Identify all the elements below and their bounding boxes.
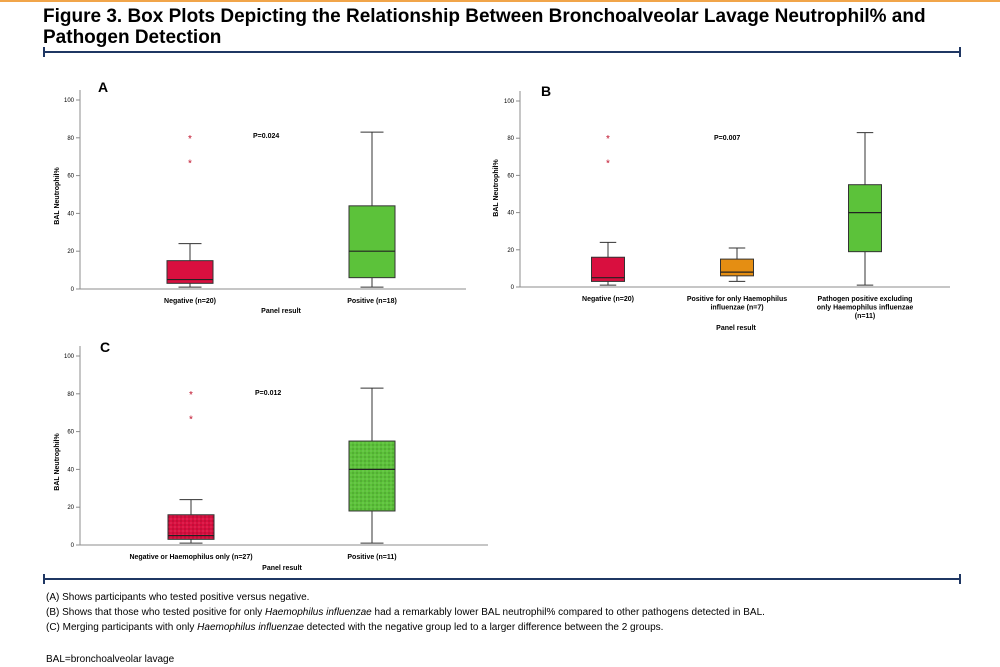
box-group: ** <box>166 134 214 288</box>
y-tick-label: 0 <box>511 285 515 291</box>
x-axis-label: Panel result <box>261 308 301 315</box>
y-axis-label: BAL Neutrophil% <box>54 433 61 491</box>
x-axis-label: Panel result <box>716 325 756 332</box>
y-tick-label: 100 <box>64 354 75 360</box>
y-tick-label: 40 <box>67 211 74 217</box>
figure-caption: (A) Shows participants who tested positi… <box>46 590 966 667</box>
outlier-marker: * <box>189 390 193 401</box>
y-tick-label: 60 <box>67 174 74 180</box>
category-label-line: Positive (n=11) <box>347 554 396 561</box>
p-value-annotation: P=0.024 <box>253 133 279 140</box>
y-tick-label: 60 <box>507 173 514 179</box>
y-tick-label: 80 <box>67 136 74 142</box>
box-group: ** <box>167 390 215 544</box>
category-label-line: Negative (n=20) <box>582 296 634 303</box>
category-label: Positive for only Haemophilus influenzae … <box>687 296 787 312</box>
category-label-line: Negative or Haemophilus only (n=27) <box>129 554 252 561</box>
y-tick-label: 40 <box>507 211 514 217</box>
divider-tick-right <box>959 47 961 57</box>
outlier-marker: * <box>189 414 193 425</box>
y-axis-label: BAL Neutrophil% <box>54 167 61 225</box>
category-label-line: influenzae (n=7) <box>710 305 763 312</box>
box-iqr <box>166 260 214 284</box>
y-tick-label: 100 <box>64 98 75 104</box>
box-iqr <box>348 205 396 279</box>
category-label: Negative (n=20) <box>164 298 216 305</box>
panel-letter: A <box>98 79 108 95</box>
y-tick-label: 20 <box>67 505 74 511</box>
divider-tick-left <box>43 47 45 57</box>
category-label-line: Pathogen positive excluding <box>818 296 913 303</box>
box-iqr <box>348 440 396 512</box>
box-iqr <box>848 184 882 253</box>
caption-abbreviation: BAL=bronchoalveolar lavage <box>46 654 175 665</box>
outlier-marker: * <box>606 158 610 169</box>
y-tick-label: 80 <box>67 392 74 398</box>
category-label: Negative or Haemophilus only (n=27) <box>129 554 252 561</box>
y-tick-label: 80 <box>507 136 514 142</box>
p-value-annotation: P=0.007 <box>714 135 740 142</box>
category-label: Negative (n=20) <box>582 296 634 303</box>
category-label-line: Negative (n=20) <box>164 298 216 305</box>
y-tick-label: 0 <box>71 543 75 549</box>
y-tick-label: 20 <box>507 248 514 254</box>
caption-line-b: (B) Shows that those who tested positive… <box>46 607 765 618</box>
box-group <box>848 132 882 286</box>
p-value-annotation: P=0.012 <box>255 390 281 397</box>
outlier-marker: * <box>606 134 610 145</box>
caption-line-a: (A) Shows participants who tested positi… <box>46 592 310 603</box>
top-accent-rule <box>0 0 1000 2</box>
category-label: Positive (n=18) <box>347 298 397 305</box>
outlier-marker: * <box>188 134 192 145</box>
caption-line-c: (C) Merging participants with only Haemo… <box>46 622 664 633</box>
box-group <box>348 131 396 288</box>
category-label-line: only Haemophilus influenzae <box>817 305 914 312</box>
box-group <box>720 247 754 282</box>
x-axis-label: Panel result <box>262 565 302 572</box>
divider-top <box>43 47 961 57</box>
panel-letter: C <box>100 339 110 355</box>
category-label-line: Positive (n=18) <box>347 298 397 305</box>
y-axis-label: BAL Neutrophil% <box>493 159 500 217</box>
y-tick-label: 0 <box>71 287 75 293</box>
category-label: Pathogen positive excluding only Haemophi… <box>817 296 914 320</box>
panel-letter: B <box>541 83 551 99</box>
y-tick-label: 20 <box>67 249 74 255</box>
y-tick-label: 100 <box>504 99 515 105</box>
box-group: ** <box>591 134 625 286</box>
outlier-marker: * <box>188 158 192 169</box>
box-group <box>348 387 396 544</box>
divider-tick-left <box>43 574 45 584</box>
y-tick-label: 40 <box>67 467 74 473</box>
category-label-line: Positive for only Haemophilus <box>687 296 787 303</box>
divider-bottom <box>43 574 961 584</box>
y-tick-label: 60 <box>67 430 74 436</box>
divider-tick-right <box>959 574 961 584</box>
category-label-line: (n=11) <box>855 313 875 320</box>
category-label: Positive (n=11) <box>347 554 396 561</box>
figure-title: Figure 3. Box Plots Depicting the Relati… <box>43 6 926 48</box>
